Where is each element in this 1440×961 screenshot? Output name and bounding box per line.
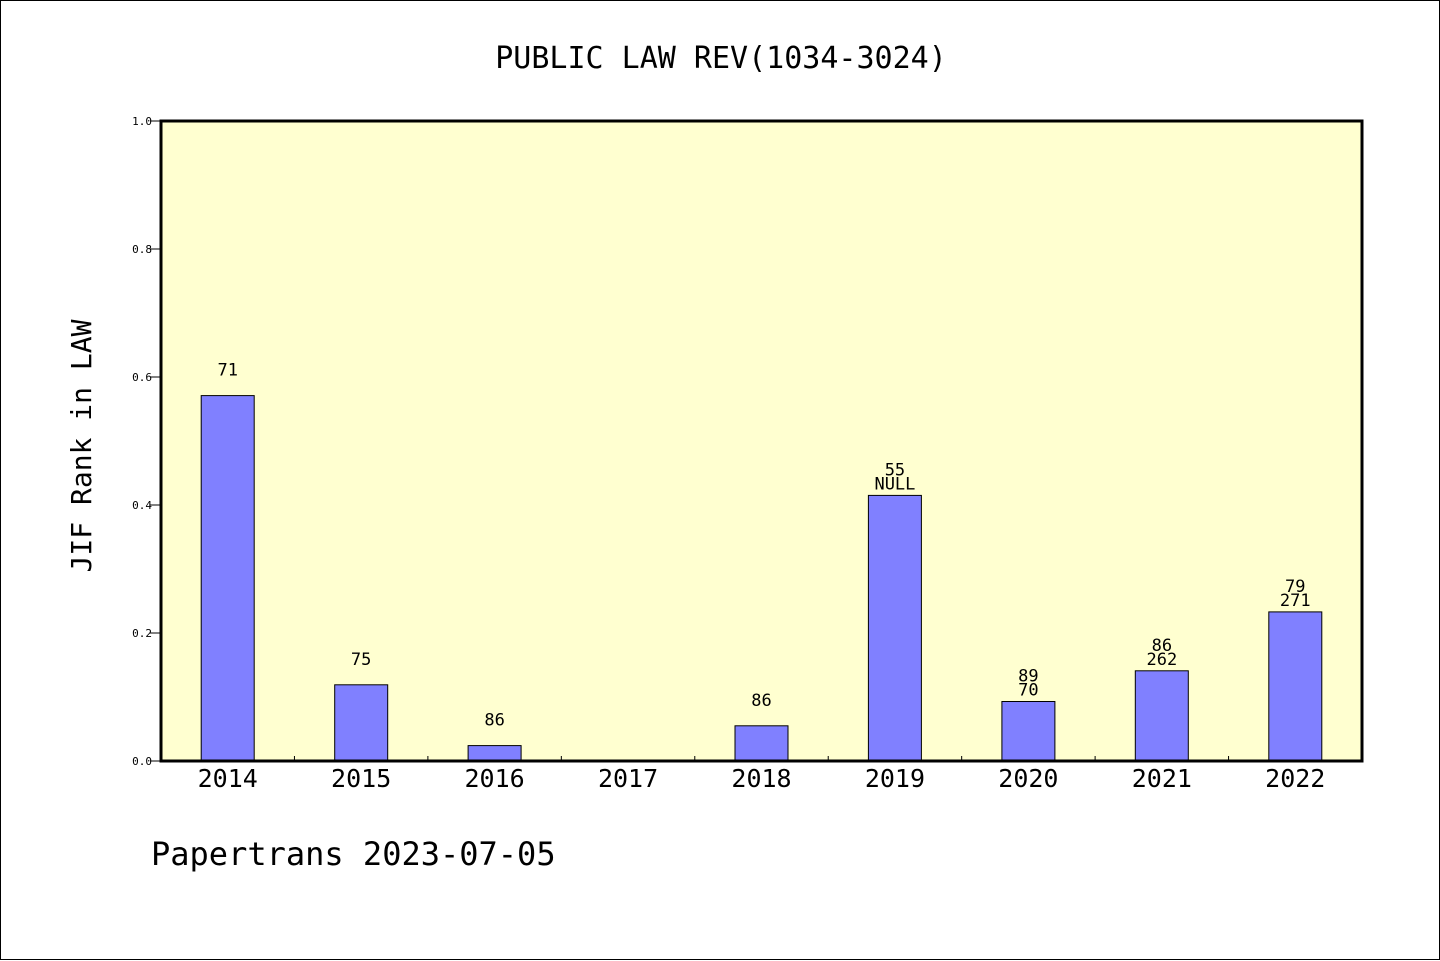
y-tick-label: 0.0 bbox=[132, 755, 152, 768]
x-tick-label-2020: 2020 bbox=[998, 764, 1058, 793]
plot-border bbox=[159, 119, 1364, 763]
bar-2016 bbox=[467, 745, 522, 762]
x-tick-label-2014: 2014 bbox=[198, 764, 258, 793]
x-tick-label-2021: 2021 bbox=[1132, 764, 1192, 793]
y-tick-label: 1.0 bbox=[132, 115, 152, 128]
bar-2014 bbox=[200, 395, 255, 762]
bar-2018 bbox=[734, 725, 789, 762]
x-tick-label-2017: 2017 bbox=[598, 764, 658, 793]
data-label-top-2015: 75 bbox=[351, 650, 371, 670]
data-label-bottom-2021: 262 bbox=[1146, 650, 1177, 670]
y-tick-label: 0.2 bbox=[132, 627, 152, 640]
x-tick-label-2022: 2022 bbox=[1265, 764, 1325, 793]
x-tick-label-2019: 2019 bbox=[865, 764, 925, 793]
chart-title: PUBLIC LAW REV(1034-3024) bbox=[495, 41, 947, 76]
footer-text: Papertrans 2023-07-05 bbox=[151, 835, 556, 873]
data-label-top-2014: 71 bbox=[217, 361, 237, 381]
y-tick-label: 0.4 bbox=[132, 499, 152, 512]
data-label-bottom-2020: 70 bbox=[1018, 681, 1038, 701]
data-label-bottom-2019: NULL bbox=[874, 474, 915, 494]
y-tick-label: 0.8 bbox=[132, 243, 152, 256]
bar-2019 bbox=[867, 494, 922, 762]
data-label-top-2019: 55 bbox=[885, 460, 905, 480]
data-label-top-2016: 86 bbox=[484, 711, 504, 731]
x-tick-label-2015: 2015 bbox=[331, 764, 391, 793]
bar-2021 bbox=[1134, 670, 1189, 762]
data-label-top-2021: 86 bbox=[1152, 636, 1172, 656]
y-axis-label: JIF Rank in LAW bbox=[65, 319, 98, 572]
bar-2020 bbox=[1001, 701, 1056, 762]
data-label-bottom-2022: 271 bbox=[1280, 591, 1311, 611]
plot-area bbox=[161, 121, 1362, 761]
data-label-top-2018: 86 bbox=[751, 691, 771, 711]
x-tick-label-2018: 2018 bbox=[731, 764, 791, 793]
x-tick-label-2016: 2016 bbox=[465, 764, 525, 793]
data-label-top-2022: 79 bbox=[1285, 577, 1305, 597]
bar-2015 bbox=[334, 684, 389, 762]
data-label-top-2020: 89 bbox=[1018, 667, 1038, 687]
y-tick-label: 0.6 bbox=[132, 371, 152, 384]
bar-2022 bbox=[1268, 611, 1323, 762]
